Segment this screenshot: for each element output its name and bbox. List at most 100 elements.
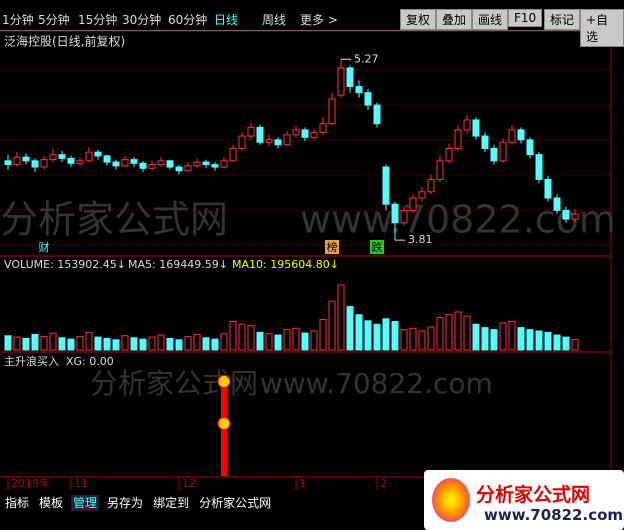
tool-button[interactable]: +自选	[580, 9, 624, 47]
tool-button[interactable]: 画线	[472, 9, 509, 30]
volume-bar	[229, 321, 237, 351]
volume-bar	[220, 333, 228, 351]
candle-body	[49, 154, 57, 161]
candle-body	[319, 123, 327, 133]
candle-body	[22, 156, 30, 162]
candle-body	[445, 147, 453, 162]
logo-url: www.70822.com	[484, 506, 624, 524]
candle-body	[58, 154, 66, 159]
volume-bar	[364, 320, 372, 351]
volume-bar	[40, 335, 48, 351]
candle-body	[265, 139, 273, 143]
volume-bar	[265, 333, 273, 351]
x-tick-label: 1	[299, 477, 306, 490]
tool-button[interactable]: 标记	[544, 9, 581, 30]
watermark: www.70822.com	[260, 367, 493, 400]
volume-bar	[562, 336, 570, 351]
candle-body	[409, 197, 417, 211]
bottom-tab[interactable]: 管理	[71, 495, 100, 511]
candle-body	[310, 131, 318, 138]
candle-body	[13, 156, 21, 166]
volume-bar	[436, 316, 444, 351]
candle-body	[427, 178, 435, 193]
candle-body	[373, 104, 381, 125]
candle-body	[337, 67, 345, 96]
period-tab[interactable]: 1分钟	[2, 13, 34, 27]
volume-label: MA5: 169449.59↓	[128, 258, 228, 271]
candle-body	[31, 160, 39, 168]
candle-body	[202, 161, 210, 166]
volume-bar	[31, 333, 39, 351]
candle-body	[517, 129, 525, 141]
candle-body	[499, 141, 507, 162]
bottom-tab[interactable]: 绑定到	[153, 496, 190, 510]
candle-body	[490, 147, 498, 162]
tool-button[interactable]: F10	[508, 9, 543, 27]
marker-label: 跌	[372, 240, 383, 254]
candle-body	[535, 154, 543, 180]
period-tab[interactable]: 60分钟	[168, 13, 208, 27]
volume-bar	[571, 339, 579, 351]
period-tab[interactable]: 更多 >	[300, 13, 338, 27]
volume-label: VOLUME: 153902.45↓	[4, 258, 126, 271]
bottom-tab[interactable]: 分析家公式网	[199, 496, 272, 510]
candle-body	[220, 160, 228, 168]
volume-bar	[355, 314, 363, 351]
watermark: 分析家公式网	[0, 198, 228, 242]
period-tab[interactable]: 5分钟	[38, 13, 70, 27]
volume-bar	[499, 322, 507, 351]
candle-body	[238, 135, 246, 149]
period-tab[interactable]: 日线	[214, 13, 239, 27]
volume-bar	[112, 339, 120, 351]
volume-bar	[283, 329, 291, 351]
candle-body	[157, 160, 165, 166]
period-tab[interactable]: 15分钟	[78, 13, 118, 27]
candle-body	[4, 160, 12, 166]
volume-bar	[175, 339, 183, 351]
volume-bar	[130, 337, 138, 351]
volume-bar	[535, 330, 543, 351]
bottom-tab[interactable]: 模板	[39, 496, 64, 510]
bottom-tab[interactable]: 另存为	[107, 496, 144, 510]
marker-label: 榜	[327, 240, 338, 254]
tool-button[interactable]: 叠加	[436, 9, 473, 30]
volume-bar	[463, 315, 471, 351]
volume-bar	[508, 321, 516, 351]
volume-bar	[418, 330, 426, 351]
volume-bar	[427, 326, 435, 351]
candle-body	[571, 213, 579, 220]
indicator-label: XG: 0.00	[66, 355, 114, 368]
volume-bar	[211, 338, 219, 351]
volume-bar	[526, 329, 534, 351]
volume-bar	[193, 333, 201, 351]
candle-body	[112, 161, 120, 167]
candle-body	[247, 126, 255, 137]
volume-bar	[22, 337, 30, 351]
volume-bar	[4, 335, 12, 351]
volume-bar	[139, 338, 147, 351]
title: 泛海控股(日线,前复权)	[4, 34, 125, 49]
volume-bar	[13, 336, 21, 351]
volume-bar	[544, 331, 552, 351]
toolbar: 1分钟 5分钟 15分钟 30分钟 60分钟 日线 周线 更多 > 复权 叠加 画线 F10 标记 +自选	[0, 8, 624, 47]
period-tab[interactable]: 30分钟	[122, 13, 162, 27]
volume-bar	[310, 330, 318, 351]
volume-bar	[247, 325, 255, 351]
bottom-tabs: 指标 模板 管理 另存为 绑定到 分析家公式网	[0, 494, 420, 512]
tool-button[interactable]: 复权	[400, 9, 437, 30]
volume-bar	[148, 336, 156, 351]
marker-box	[370, 240, 384, 254]
bottom-tab[interactable]: 指标	[5, 496, 30, 510]
volume-bar	[292, 327, 300, 351]
candle-body	[292, 129, 300, 136]
candle-body	[229, 147, 237, 162]
candle-body	[481, 135, 489, 149]
volume-bar	[553, 334, 561, 351]
candle-body	[130, 159, 138, 164]
candle-body	[67, 157, 75, 164]
volume-bar	[337, 284, 345, 351]
period-tab[interactable]: 周线	[262, 13, 287, 27]
logo-name: 分析家公式网	[476, 484, 591, 506]
candle-body	[418, 191, 426, 199]
